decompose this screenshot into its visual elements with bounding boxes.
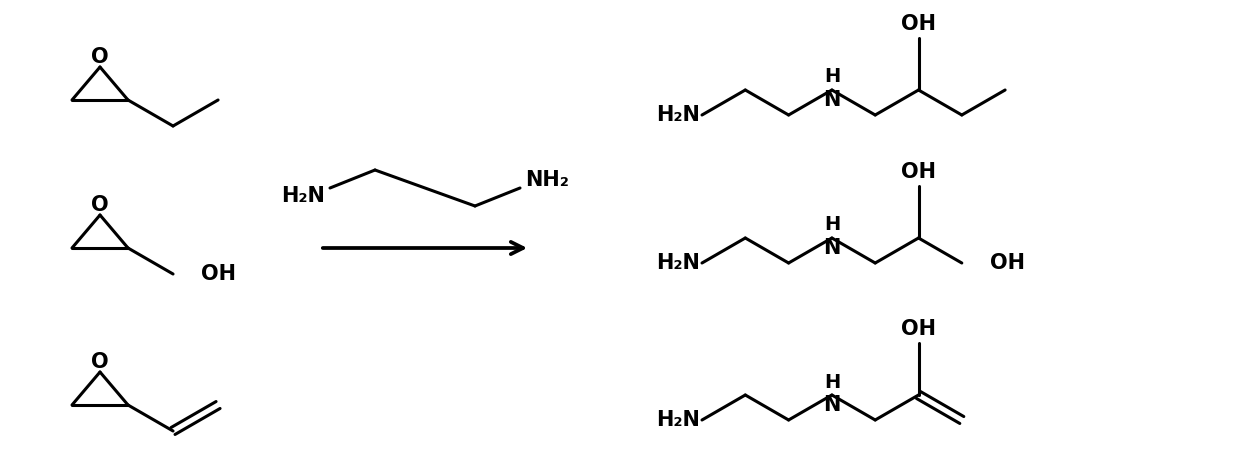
Text: H₂N: H₂N [656,253,701,273]
Text: OH: OH [990,253,1024,273]
Text: OH: OH [901,14,936,34]
Text: H₂N: H₂N [656,105,701,125]
Text: OH: OH [901,319,936,339]
Text: OH: OH [201,264,236,284]
Text: H: H [823,215,839,234]
Text: H₂N: H₂N [281,186,325,206]
Text: N: N [823,90,841,110]
Text: H: H [823,68,839,87]
Text: H₂N: H₂N [656,410,701,430]
Text: N: N [823,238,841,258]
Text: O: O [92,195,109,215]
Text: OH: OH [901,162,936,182]
Text: NH₂: NH₂ [525,170,569,190]
Text: N: N [823,395,841,415]
Text: O: O [92,47,109,67]
Text: H: H [823,372,839,391]
Text: O: O [92,352,109,372]
